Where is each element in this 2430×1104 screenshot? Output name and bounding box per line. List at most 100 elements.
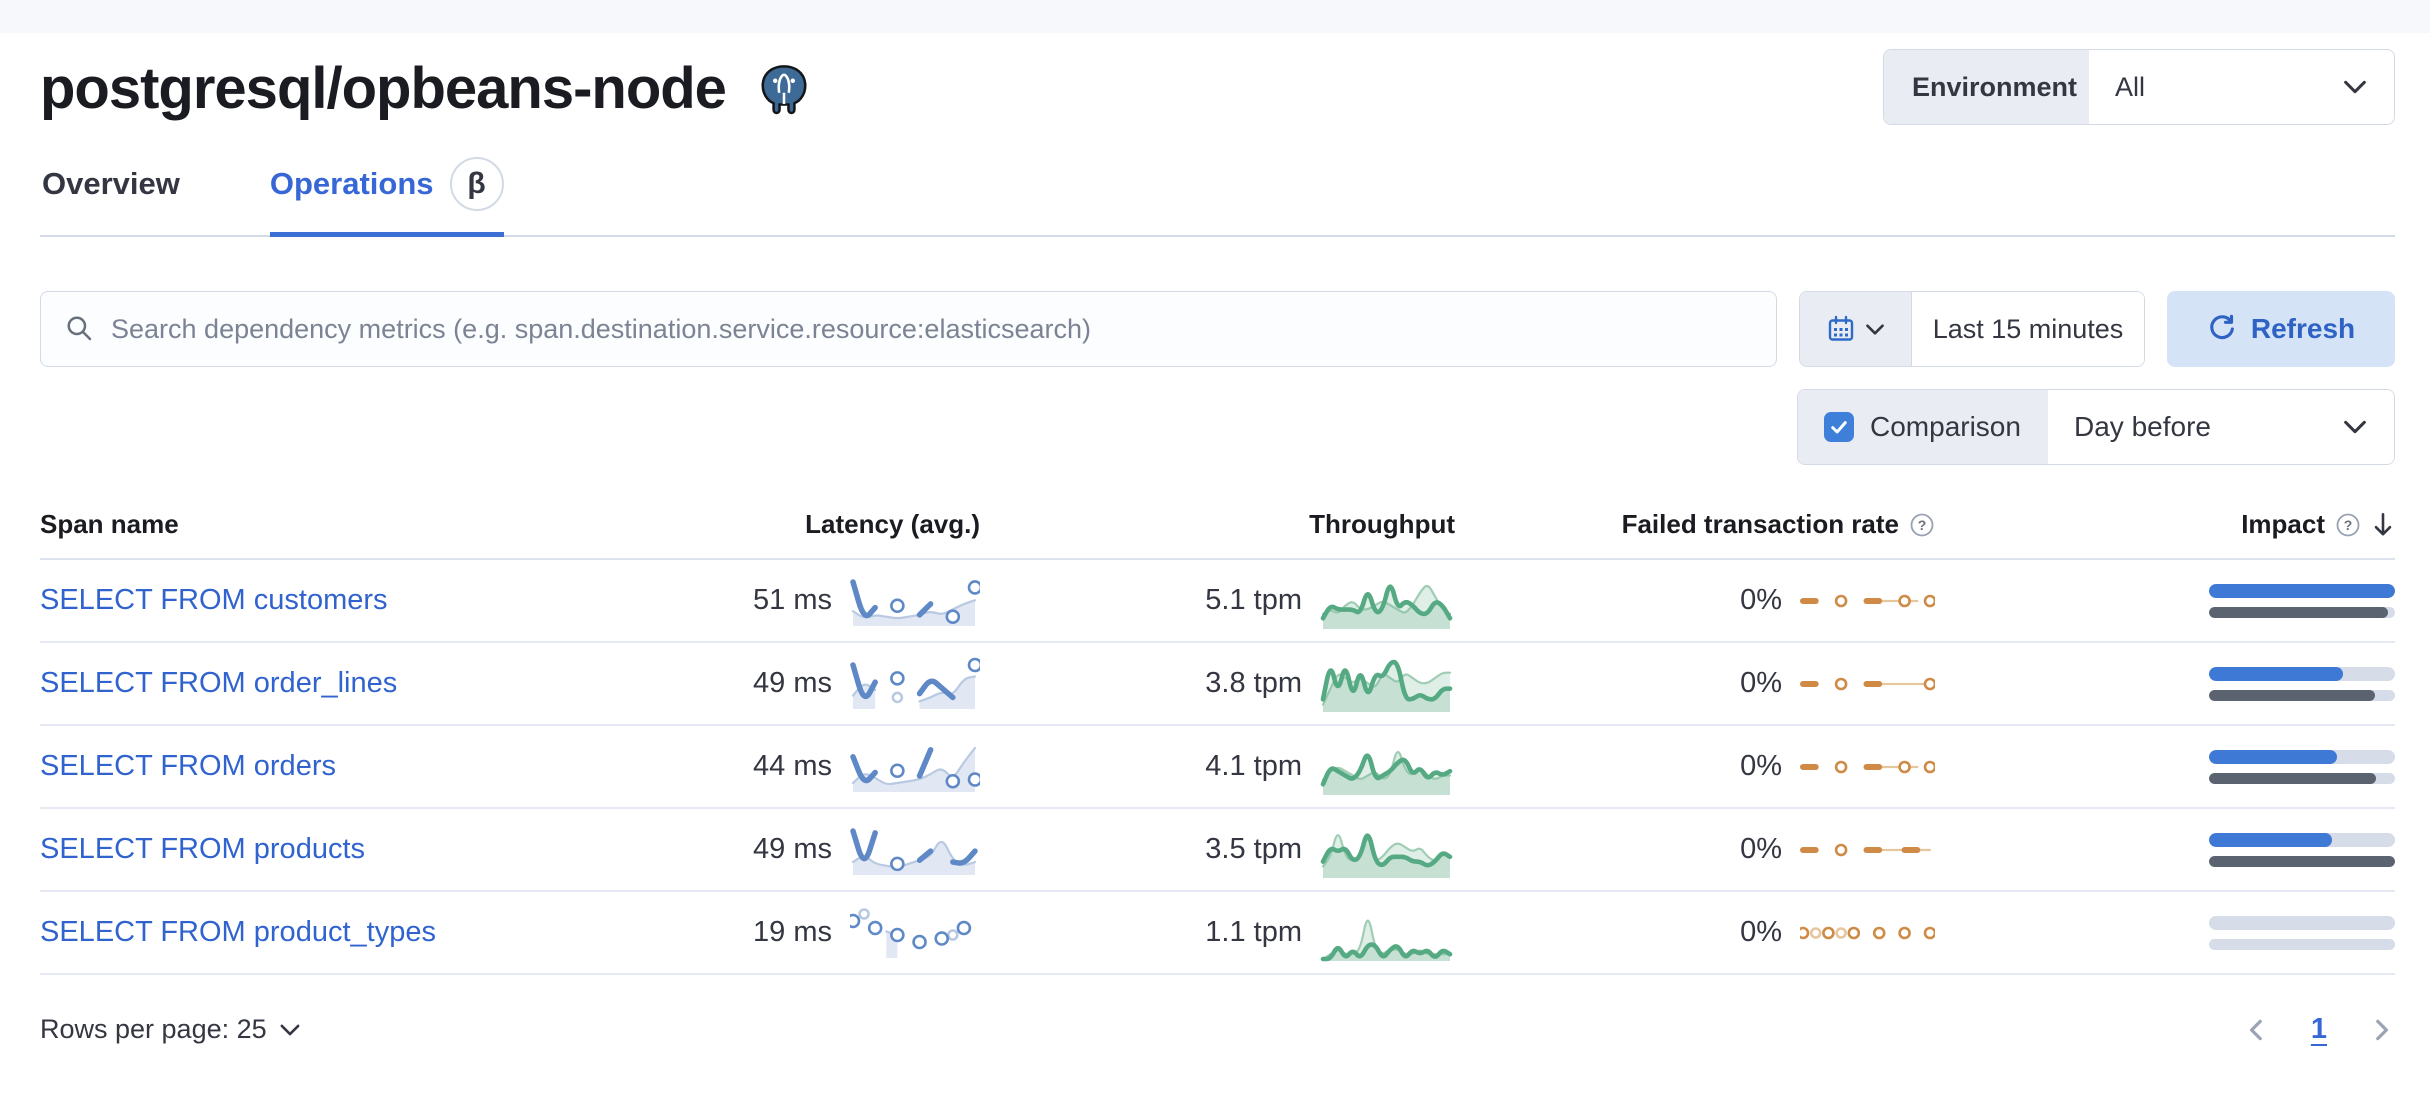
latency-sparkline [850,827,978,875]
span-name-link[interactable]: SELECT FROM order_lines [40,667,398,699]
question-icon[interactable]: ? [2335,512,2361,538]
comparison-checkbox[interactable] [1824,412,1854,442]
failed-rate-value: 0% [1740,667,1782,699]
throughput-value: 4.1 tpm [1205,750,1302,782]
refresh-button[interactable]: Refresh [2167,291,2395,367]
tab-overview[interactable]: Overview [42,166,180,201]
svg-text:?: ? [1918,517,1927,533]
time-range-button[interactable]: Last 15 minutes [1912,292,2144,366]
impact-bar-current [2209,832,2332,847]
impact-track-previous [2209,689,2395,701]
environment-label: Environment [1884,50,2089,124]
failed-rate-value: 0% [1740,916,1782,948]
throughput-sparkline [1320,919,1453,961]
column-failed-rate: Failed transaction rate ? [1455,509,1935,540]
failed-rate-sparkline [1800,843,1932,856]
throughput-sparkline [1320,583,1453,629]
svg-text:?: ? [2344,517,2353,533]
toolbar: Last 15 minutes Refresh [40,291,2395,367]
date-picker: Last 15 minutes [1799,291,2145,367]
comparison-control: Comparison Day before [1797,389,2395,465]
latency-sparkline [850,907,972,958]
impact-bar-current [2209,749,2338,764]
impact-track-current [2209,832,2395,847]
table-row: SELECT FROM products 49 ms 3.5 tpm 0% [40,809,2395,892]
pagination: 1 [2243,1013,2395,1046]
throughput-sparkline [1320,750,1453,795]
tab-operations[interactable]: Operations β [269,157,504,237]
impact-bar-previous [2209,772,2377,784]
chevron-down-icon [1866,323,1884,335]
question-icon[interactable]: ? [1909,512,1935,538]
impact-track-previous [2209,938,2395,950]
sort-desc-icon [2374,512,2392,535]
search-input[interactable] [111,313,1752,345]
latency-value: 51 ms [753,584,832,616]
throughput-sparkline [1320,659,1453,712]
impact-track-current [2209,915,2395,930]
comparison-label: Comparison [1870,411,2021,442]
column-span-name: Span name [40,509,179,539]
table-row: SELECT FROM order_lines 49 ms 3.8 tpm 0% [40,643,2395,726]
impact-bar-previous [2209,855,2395,867]
impact-track-previous [2209,606,2395,618]
impact-bars [2209,583,2395,618]
page-header: postgresql/opbeans-node Environment All [40,49,2395,129]
impact-track-previous [2209,855,2395,867]
column-impact[interactable]: Impact ? [1935,509,2395,540]
throughput-value: 3.8 tpm [1205,667,1302,699]
latency-value: 49 ms [753,833,832,865]
calendar-icon [1828,315,1854,341]
span-name-link[interactable]: SELECT FROM product_types [40,916,436,948]
chevron-down-icon [2344,420,2366,434]
page-title: postgresql/opbeans-node [40,56,727,121]
column-latency: Latency (avg.) [805,509,980,539]
impact-track-current [2209,749,2395,764]
postgresql-icon [761,65,807,115]
impact-bar-current [2209,583,2395,598]
environment-select[interactable]: Environment All [1883,49,2395,125]
table-row: SELECT FROM customers 51 ms 5.1 tpm 0% [40,560,2395,643]
impact-bars [2209,666,2395,701]
latency-value: 49 ms [753,667,832,699]
chevron-left-icon [2249,1019,2262,1040]
next-page-button[interactable] [2367,1016,2395,1044]
column-throughput: Throughput [1309,509,1455,539]
impact-track-current [2209,666,2395,681]
search-icon [67,316,92,341]
comparison-select[interactable]: Day before [2048,390,2394,464]
table-header: Span name Latency (avg.) Throughput Fail… [40,509,2395,560]
span-name-link[interactable]: SELECT FROM products [40,833,366,865]
tab-bar: Overview Operations β [40,157,2395,237]
impact-bars [2209,832,2395,867]
browser-top-strip [0,0,2430,33]
latency-sparkline [850,746,980,792]
latency-sparkline [850,657,980,709]
failed-rate-value: 0% [1740,584,1782,616]
page-number[interactable]: 1 [2310,1013,2327,1045]
impact-bars [2209,749,2395,784]
failed-rate-sparkline [1800,594,1935,607]
failed-rate-sparkline [1800,677,1935,690]
impact-track-current [2209,583,2395,598]
table-body: SELECT FROM customers 51 ms 5.1 tpm 0% S… [40,560,2395,975]
chevron-down-icon [280,1024,300,1035]
latency-sparkline [850,578,980,626]
span-name-link[interactable]: SELECT FROM orders [40,750,336,782]
latency-value: 44 ms [753,750,832,782]
refresh-icon [2210,314,2234,340]
chevron-down-icon [2344,80,2366,94]
previous-page-button[interactable] [2243,1016,2271,1044]
table-row: SELECT FROM orders 44 ms 4.1 tpm 0% [40,726,2395,809]
impact-track-previous [2209,772,2395,784]
beta-badge: β [449,157,504,211]
impact-bar-current [2209,666,2343,681]
search-box[interactable] [40,291,1777,367]
environment-value[interactable]: All [2089,50,2394,124]
latency-value: 19 ms [753,916,832,948]
date-quick-select-button[interactable] [1800,292,1912,366]
table-row: SELECT FROM product_types 19 ms 1.1 tpm … [40,892,2395,975]
rows-per-page-button[interactable]: Rows per page: 25 [40,1014,301,1045]
operations-table: Span name Latency (avg.) Throughput Fail… [40,509,2395,975]
span-name-link[interactable]: SELECT FROM customers [40,584,388,616]
